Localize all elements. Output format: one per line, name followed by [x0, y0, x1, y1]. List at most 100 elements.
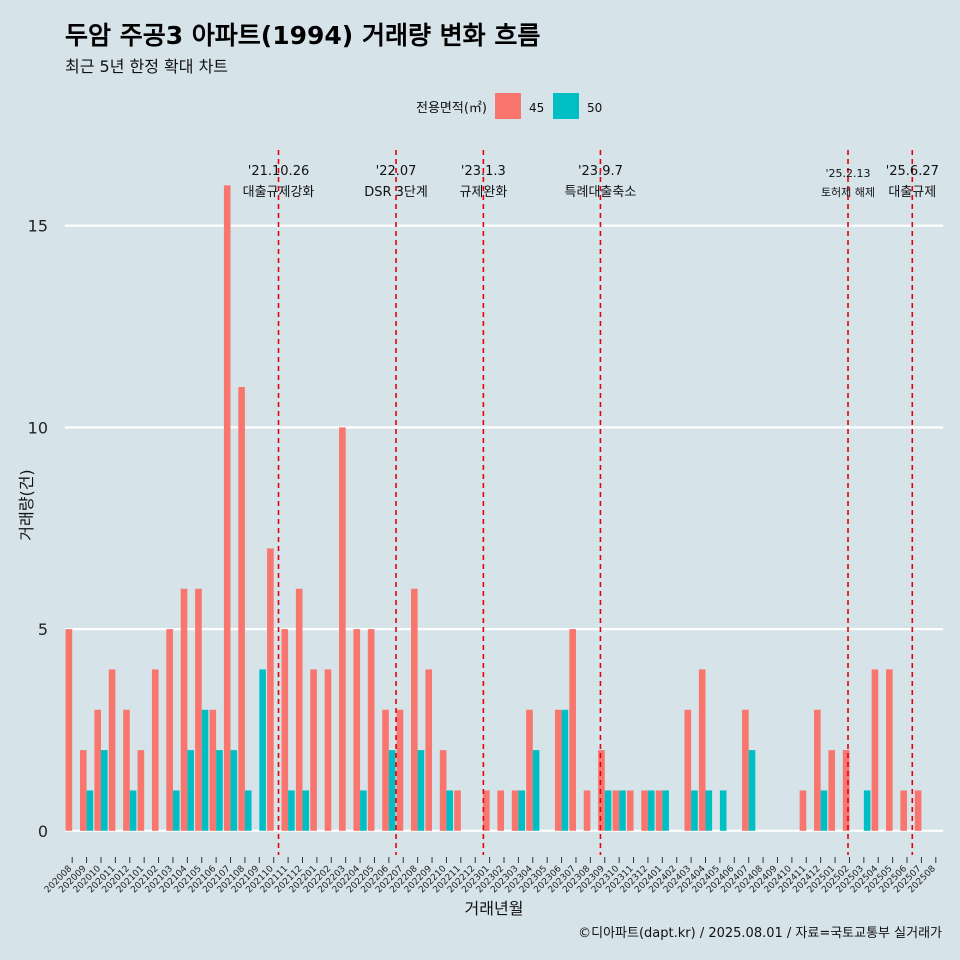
bar-45 — [166, 629, 173, 831]
bar-50 — [129, 790, 137, 831]
bar-45 — [65, 629, 73, 831]
bar-45 — [195, 588, 202, 831]
bar-50 — [719, 790, 727, 831]
bar-50 — [288, 790, 295, 831]
bar-50 — [100, 750, 108, 831]
bar-50 — [619, 790, 626, 831]
bar-50 — [647, 790, 655, 831]
bar-50 — [244, 790, 252, 831]
legend-label: 50 — [587, 101, 602, 115]
bar-45 — [180, 588, 188, 831]
bar-45 — [871, 669, 879, 831]
bar-45 — [209, 709, 217, 831]
bar-45 — [583, 790, 591, 831]
bar-45 — [396, 709, 404, 831]
bar-45 — [94, 709, 101, 831]
bar-50 — [360, 790, 367, 831]
bar-45 — [828, 750, 836, 831]
event-date-label: '22.07 — [376, 164, 417, 179]
y-tick-label: 10 — [28, 418, 48, 437]
bar-50 — [417, 750, 425, 831]
bar-50 — [820, 790, 828, 831]
bar-45 — [339, 427, 346, 831]
bar-50 — [259, 669, 266, 831]
bar-45 — [886, 669, 893, 831]
bar-50 — [604, 790, 612, 831]
bar-45 — [439, 750, 447, 831]
event-date-label: '21.10.26 — [248, 164, 309, 179]
bar-45 — [569, 629, 576, 831]
legend-label: 45 — [529, 101, 544, 115]
y-tick-label: 15 — [28, 217, 48, 236]
y-tick-label: 0 — [38, 822, 48, 841]
bar-45 — [151, 669, 159, 831]
bar-45 — [295, 588, 303, 831]
event-name-label: 대출규제 — [888, 185, 936, 200]
bar-50 — [662, 790, 669, 831]
bar-45 — [281, 629, 289, 831]
bar-45 — [914, 790, 922, 831]
bar-50 — [201, 709, 209, 831]
bar-50 — [518, 790, 526, 831]
bar-50 — [172, 790, 180, 831]
bar-45 — [842, 750, 850, 831]
bar-45 — [324, 669, 332, 831]
bar-45 — [814, 709, 821, 831]
bar-45 — [526, 709, 533, 831]
bar-45 — [799, 790, 807, 831]
bar-45 — [511, 790, 519, 831]
chart-title: 두암 주공3 아파트(1994) 거래량 변화 흐름 — [65, 21, 541, 50]
bar-45 — [554, 709, 562, 831]
bar-50 — [748, 750, 756, 831]
bar-45 — [497, 790, 504, 831]
event-name-label: 규제완화 — [459, 185, 507, 200]
event-name-label: DSR 3단계 — [364, 185, 428, 200]
legend-swatch-45 — [495, 93, 521, 119]
bar-50 — [388, 750, 396, 831]
event-date-label: '23.9.7 — [578, 164, 623, 179]
bar-45 — [612, 790, 620, 831]
bar-50 — [216, 750, 223, 831]
bar-45 — [641, 790, 648, 831]
bar-50 — [187, 750, 194, 831]
legend-swatch-50 — [553, 93, 579, 119]
bar-50 — [302, 790, 310, 831]
bar-45 — [684, 709, 692, 831]
bar-45 — [742, 709, 749, 831]
source-footer: ©디아파트(dapt.kr) / 2025.08.01 / 자료=국토교통부 실… — [578, 926, 942, 941]
bar-45 — [425, 669, 433, 831]
bar-50 — [532, 750, 540, 831]
bar-45 — [655, 790, 663, 831]
event-name-label: 특례대출축소 — [565, 185, 637, 200]
bar-50 — [86, 790, 94, 831]
bar-45 — [223, 185, 231, 831]
bar-45 — [353, 629, 361, 831]
bar-45 — [123, 709, 130, 831]
bar-45 — [79, 750, 87, 831]
event-date-label: '25.2.13 — [825, 167, 870, 180]
bar-50 — [705, 790, 713, 831]
bar-45 — [310, 669, 317, 831]
legend-title: 전용면적(㎡) — [416, 101, 487, 116]
bar-50 — [230, 750, 238, 831]
bar-50 — [691, 790, 698, 831]
bar-45 — [108, 669, 116, 831]
bar-50 — [446, 790, 454, 831]
bar-45 — [900, 790, 908, 831]
bar-45 — [411, 588, 418, 831]
bar-50 — [863, 790, 871, 831]
bar-45 — [598, 750, 605, 831]
y-axis-title: 거래량(건) — [17, 469, 36, 540]
bar-45 — [698, 669, 706, 831]
event-date-label: '23.1.3 — [461, 164, 506, 179]
y-tick-label: 5 — [38, 620, 48, 639]
bar-45 — [482, 790, 490, 831]
bar-45 — [454, 790, 461, 831]
event-date-label: '25.6.27 — [886, 164, 939, 179]
event-name-label: 토허제 해제 — [821, 185, 875, 199]
bar-45 — [382, 709, 389, 831]
bar-45 — [137, 750, 145, 831]
bar-45 — [267, 548, 274, 831]
event-name-label: 대출규제강화 — [243, 185, 315, 200]
